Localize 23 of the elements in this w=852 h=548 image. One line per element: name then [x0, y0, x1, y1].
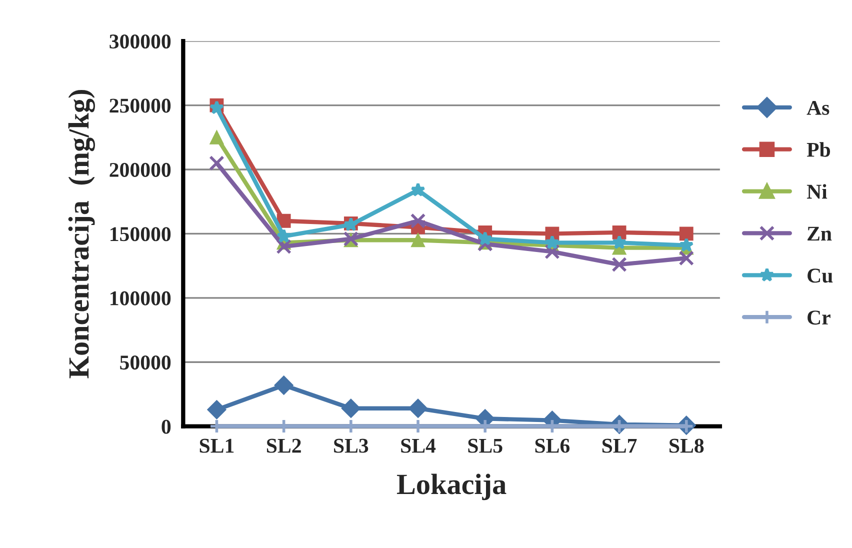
legend-label: Zn	[808, 226, 832, 240]
y-tick-label: 50000	[120, 356, 171, 370]
x-tick-label: SL4	[401, 438, 436, 453]
x-tick-label: SL2	[266, 438, 301, 453]
x-tick-label: SL8	[670, 438, 704, 453]
x-tick-label: SL7	[602, 438, 637, 453]
legend-label: Cr	[808, 310, 830, 325]
x-tick-label: SL1	[200, 438, 234, 453]
legend-label: Pb	[806, 142, 830, 157]
y-tick-label: 150000	[110, 227, 171, 242]
y-axis-title: Koncentracija (mg/kg)	[68, 90, 95, 378]
x-tick-label: SL5	[468, 438, 502, 453]
legend-label: Ni	[806, 184, 828, 199]
x-axis-title: Lokacija	[396, 474, 506, 500]
y-tick-label: 250000	[110, 98, 171, 113]
legend-label: As	[806, 100, 830, 115]
legend-label: Cu	[808, 268, 833, 283]
y-tick-label: 200000	[110, 162, 171, 177]
x-tick-label: SL3	[334, 438, 368, 453]
y-tick-label: 100000	[110, 291, 171, 306]
y-tick-label: 0	[162, 420, 171, 434]
x-tick-label: SL6	[535, 438, 570, 453]
y-tick-label: 300000	[110, 34, 171, 49]
